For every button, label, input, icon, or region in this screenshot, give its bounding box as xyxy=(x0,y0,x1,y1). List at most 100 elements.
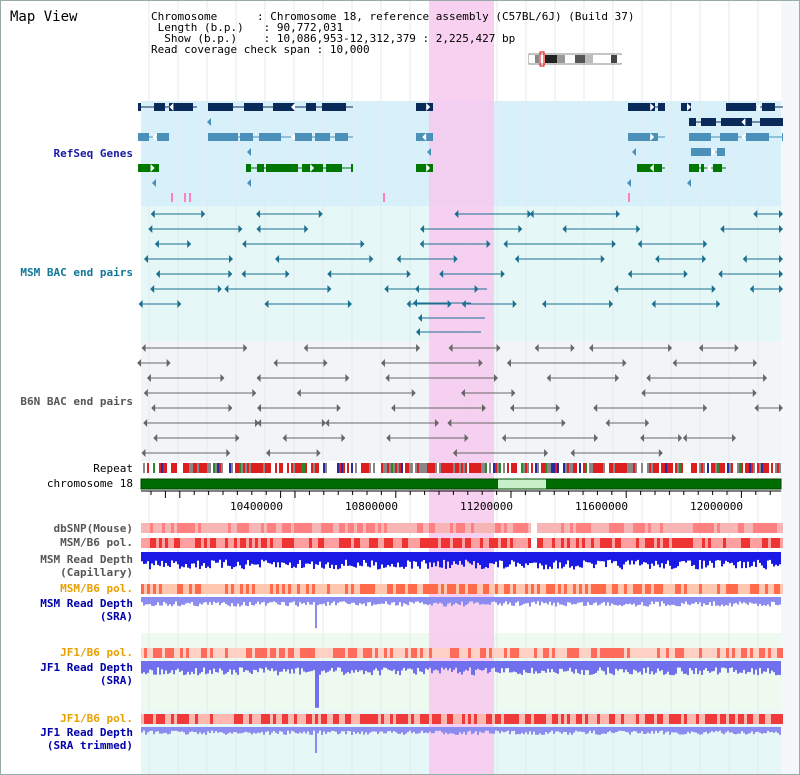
msm-capillary-depth-bar xyxy=(391,552,393,564)
msm-b6-pol-heat-cell xyxy=(594,584,597,594)
jf1-sra-depth-bar xyxy=(709,661,711,673)
msm-b6-pol-heat-cell xyxy=(705,584,708,594)
jf1-sra-depth-bar xyxy=(145,661,147,675)
repeat-block xyxy=(419,463,421,473)
jf1-b6-pol-heat-cell xyxy=(597,648,600,658)
track-label-msm-bac[interactable]: MSM BAC end pairs xyxy=(20,266,133,279)
msm-sra-depth-bar xyxy=(343,597,345,602)
msm-sra-depth-bar xyxy=(685,597,687,602)
msm-sra-depth-bar xyxy=(539,597,541,606)
jf1-b6-pol-heat-cell xyxy=(300,648,303,658)
msm-bac-end-arrow xyxy=(256,225,261,233)
msm-b6-pol-heat-cell xyxy=(243,538,246,548)
jf1-sra-depth-bar xyxy=(385,661,387,668)
msm-b6-pol-heat-cell xyxy=(363,584,366,594)
msm-b6-pol-heat-cell xyxy=(453,538,456,548)
msm-sra-depth-bar xyxy=(183,597,185,605)
jf1-trim-depth-bar xyxy=(587,727,589,734)
dbsnp-heat-cell xyxy=(354,523,357,533)
msm-b6-pol-heat-cell xyxy=(462,584,465,594)
msm-sra-depth-bar xyxy=(489,597,491,605)
msm-capillary-depth-bar xyxy=(153,552,155,566)
jf1-b6-pol-heat-cell xyxy=(363,714,366,724)
jf1-sra-depth-bar xyxy=(209,661,211,671)
msm-sra-depth-bar xyxy=(719,597,721,607)
jf1-sra-depth-bar xyxy=(645,661,647,673)
msm-b6-pol-heat-cell xyxy=(486,584,489,594)
dbsnp-heat-cell xyxy=(270,523,273,533)
jf1-trim-depth-bar xyxy=(719,727,721,731)
msm-bac-end-arrow xyxy=(150,285,155,293)
jf1-b6-pol-heat-cell xyxy=(486,648,489,658)
dbsnp-heat-cell xyxy=(582,523,585,533)
jf1-b6-pol-heat-cell xyxy=(507,648,510,658)
msm-capillary-depth-bar xyxy=(329,552,331,569)
jf1-sra-depth-bar xyxy=(335,661,337,671)
msm-b6-pol-heat-cell xyxy=(345,584,348,594)
msm-b6-pol-heat-cell xyxy=(339,584,342,594)
jf1-sra-depth-bar xyxy=(387,661,389,670)
repeat-block xyxy=(511,463,513,473)
jf1-b6-pol-heat-cell xyxy=(324,714,327,724)
msm-capillary-depth-bar xyxy=(557,552,559,569)
jf1-b6-pol-heat-cell xyxy=(144,714,147,724)
dbsnp-heat-cell xyxy=(156,523,159,533)
jf1-sra-depth-bar xyxy=(729,661,731,668)
jf1-b6-pol-heat-cell xyxy=(264,714,267,724)
msm-capillary-depth-bar xyxy=(485,552,487,568)
jf1-sra-depth-bar xyxy=(447,661,449,671)
msm-b6-pol-heat-cell xyxy=(513,584,516,594)
jf1-sra-depth-bar xyxy=(765,661,767,672)
repeat-block xyxy=(173,463,175,473)
msm-sra-depth-bar xyxy=(505,597,507,602)
repeat-block xyxy=(181,463,183,473)
jf1-sra-depth-bar xyxy=(699,661,701,671)
track-label-refseq-genes[interactable]: RefSeq Genes xyxy=(53,147,133,160)
msm-capillary-depth-bar xyxy=(375,552,377,563)
msm-capillary-depth-bar xyxy=(291,552,293,569)
jf1-b6-pol-heat-cell xyxy=(747,648,750,658)
dbsnp-heat-cell xyxy=(621,523,624,533)
dbsnp-heat-cell xyxy=(585,523,588,533)
jf1-b6-pol-heat-cell xyxy=(189,648,192,658)
jf1-b6-pol-heat-cell xyxy=(735,714,738,724)
jf1-b6-pol-heat-cell xyxy=(408,714,411,724)
msm-bac-end-arrow xyxy=(461,300,466,308)
jf1-sra-depth-bar xyxy=(531,661,533,668)
jf1-b6-pol-heat-cell xyxy=(159,648,162,658)
jf1-sra-depth-bar xyxy=(745,661,747,674)
jf1-b6-pol-heat-cell xyxy=(402,714,405,724)
msm-b6-pol-heat-cell xyxy=(195,538,198,548)
jf1-trim-depth-bar xyxy=(173,727,175,731)
jf1-sra-depth-bar xyxy=(389,661,391,671)
jf1-b6-pol-heat-cell xyxy=(588,648,591,658)
jf1-trim-depth-bar xyxy=(347,727,349,731)
track-label-b6n-bac[interactable]: B6N BAC end pairs xyxy=(20,395,133,408)
jf1-sra-depth-bar xyxy=(595,661,597,673)
jf1-sra-depth-bar xyxy=(557,661,559,674)
jf1-b6-pol-heat-cell xyxy=(558,648,561,658)
jf1-b6-pol-heat-cell xyxy=(255,648,258,658)
gene-strand-arrow xyxy=(649,164,654,172)
msm-b6-pol-heat-cell xyxy=(459,538,462,548)
jf1-sra-depth-bar xyxy=(147,661,149,673)
track-label-msm-b6-pol-2: MSM/B6 pol. xyxy=(60,582,133,595)
msm-b6-pol-heat-cell xyxy=(297,538,300,548)
msm-capillary-depth-bar xyxy=(757,552,759,560)
dbsnp-heat-cell xyxy=(267,523,270,533)
msm-sra-depth-bar xyxy=(317,597,319,606)
jf1-b6-pol-heat-cell xyxy=(276,714,279,724)
right-margin xyxy=(781,1,799,774)
jf1-b6-pol-heat-cell xyxy=(573,648,576,658)
b6n-bac-end-arrow xyxy=(411,389,416,397)
jf1-trim-depth-bar xyxy=(287,727,289,731)
jf1-trim-depth-bar xyxy=(449,727,451,734)
jf1-b6-pol-heat-cell xyxy=(441,648,444,658)
msm-sra-depth-bar xyxy=(577,597,579,603)
jf1-trim-depth-bar xyxy=(149,727,151,731)
msm-sra-depth-bar xyxy=(681,597,683,603)
repeat-block xyxy=(755,463,757,473)
jf1-trim-depth-bar xyxy=(229,727,231,733)
dbsnp-heat-cell xyxy=(666,523,669,533)
